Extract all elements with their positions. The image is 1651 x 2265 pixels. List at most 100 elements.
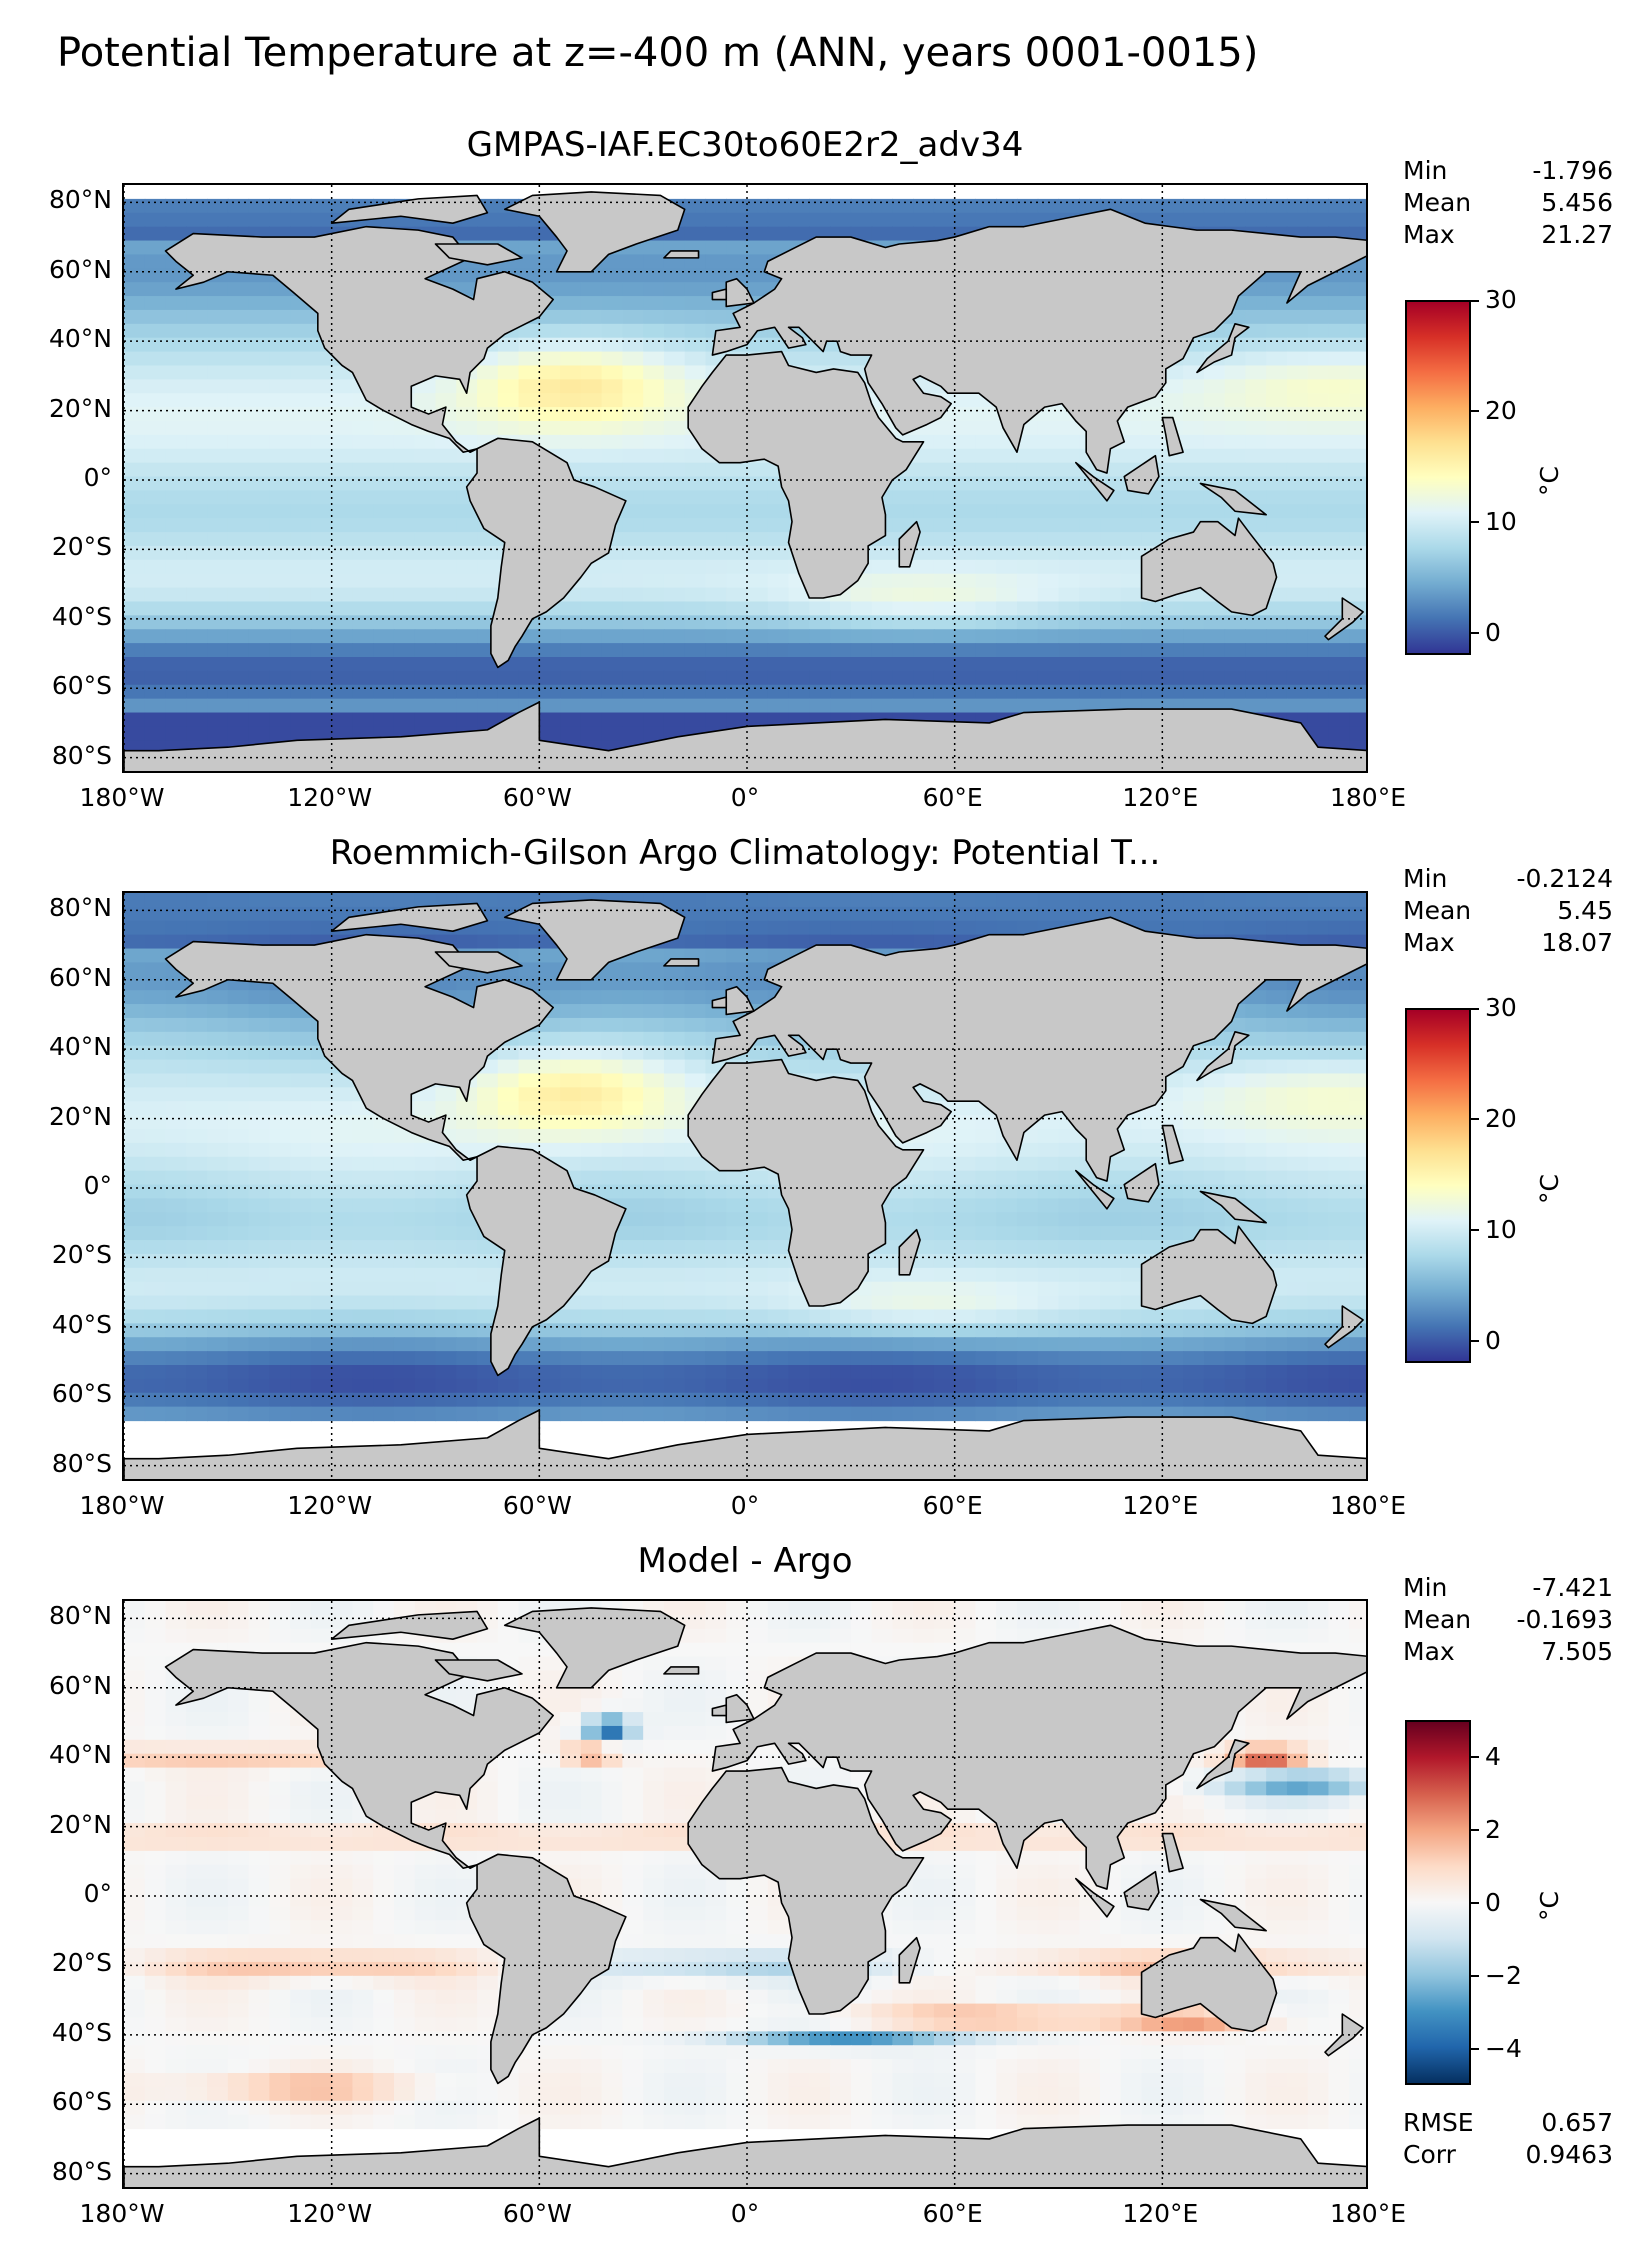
field-cell (705, 1323, 727, 1338)
field-cell (767, 226, 790, 242)
field-cell (1100, 1392, 1122, 1408)
field-cell (1307, 629, 1330, 644)
field-cell (186, 587, 208, 603)
field-cell (207, 1240, 229, 1255)
field-cell (871, 1295, 893, 1311)
field-cell (393, 1337, 416, 1352)
field-cell (1203, 1156, 1226, 1172)
field-cell (705, 1392, 727, 1408)
field-cell (269, 643, 291, 658)
field-cell (1286, 643, 1309, 658)
field-cell (1203, 657, 1226, 672)
field-cell (1245, 893, 1267, 908)
field-cell (393, 1351, 416, 1366)
field-cell (207, 448, 229, 464)
field-cell (788, 906, 810, 922)
field-cell (1328, 643, 1350, 658)
field-cell (580, 1045, 603, 1061)
field-cell (1183, 601, 1205, 616)
field-cell (165, 906, 187, 922)
field-cell (1058, 462, 1080, 478)
field-cell (227, 1156, 250, 1172)
field-cell (809, 657, 831, 672)
field-cell (560, 1073, 582, 1088)
field-cell (767, 1601, 790, 1616)
field-cell (124, 1378, 146, 1394)
stat-label: Mean (1403, 188, 1472, 217)
field-cell (144, 1226, 167, 1241)
field-cell (622, 643, 644, 658)
field-cell (871, 1365, 893, 1380)
field-cell (414, 670, 437, 686)
field-cell (290, 393, 312, 408)
field-cell (705, 657, 727, 672)
field-cell (850, 587, 873, 603)
field-cell (726, 198, 748, 214)
field-cell (144, 1073, 167, 1088)
field-cell (663, 559, 686, 575)
field-cell (643, 1392, 665, 1408)
field-cell (1120, 518, 1143, 533)
field-cell (477, 393, 499, 408)
field-cell (871, 934, 893, 950)
field-cell (227, 601, 250, 616)
field-cell (1328, 1073, 1350, 1088)
field-cell (1203, 448, 1226, 464)
field-cell (1307, 893, 1330, 908)
field-cell (144, 434, 167, 450)
field-cell (601, 351, 623, 367)
field-cell (1286, 1323, 1309, 1338)
lat-tick-label: 40°N (48, 1032, 112, 1062)
field-cell (144, 726, 167, 741)
field-cell (663, 990, 686, 1005)
field-cell (456, 448, 478, 464)
field-cell (186, 670, 208, 686)
field-cell (456, 504, 478, 519)
field-cell (767, 1392, 790, 1408)
field-cell (663, 1156, 686, 1172)
field-cell (684, 1323, 707, 1338)
field-cell (643, 573, 665, 589)
field-cell (269, 712, 291, 728)
field-cell (248, 1004, 270, 1019)
field-cell (996, 1323, 1018, 1338)
field-cell (1349, 351, 1366, 367)
field-cell (1037, 504, 1060, 519)
field-cell (227, 1087, 250, 1102)
field-cell (663, 670, 686, 686)
field-cell (954, 559, 977, 575)
field-cell (144, 990, 167, 1005)
field-cell (1245, 337, 1267, 353)
field-cell (518, 670, 540, 686)
field-cell (601, 615, 623, 630)
field-cell (1120, 643, 1143, 658)
field-cell (310, 1198, 333, 1213)
field-cell (1203, 920, 1226, 936)
field-cell (331, 379, 354, 394)
field-cell (850, 1351, 873, 1366)
field-cell (227, 351, 250, 367)
field-cell (996, 448, 1018, 464)
field-cell (165, 490, 187, 505)
field-cell (850, 615, 873, 630)
field-cell (456, 934, 478, 950)
landmass (1075, 461, 1115, 502)
field-cell (477, 657, 499, 672)
field-cell (1266, 532, 1288, 547)
field-cell (207, 393, 229, 408)
field-cell (310, 1601, 333, 1616)
field-cell (1162, 643, 1184, 658)
field-cell (124, 1365, 146, 1380)
field-cell (580, 1129, 603, 1144)
field-cell (560, 365, 582, 380)
field-cell (539, 1115, 561, 1130)
lon-tick-label: 120°W (287, 1491, 373, 1520)
field-cell (892, 698, 914, 714)
field-cell (663, 407, 686, 422)
field-cell (207, 1017, 229, 1033)
field-cell (248, 684, 270, 700)
field-cell (310, 698, 333, 714)
field-cell (456, 1323, 478, 1338)
field-cell (933, 1267, 956, 1283)
field-cell (601, 1281, 623, 1297)
